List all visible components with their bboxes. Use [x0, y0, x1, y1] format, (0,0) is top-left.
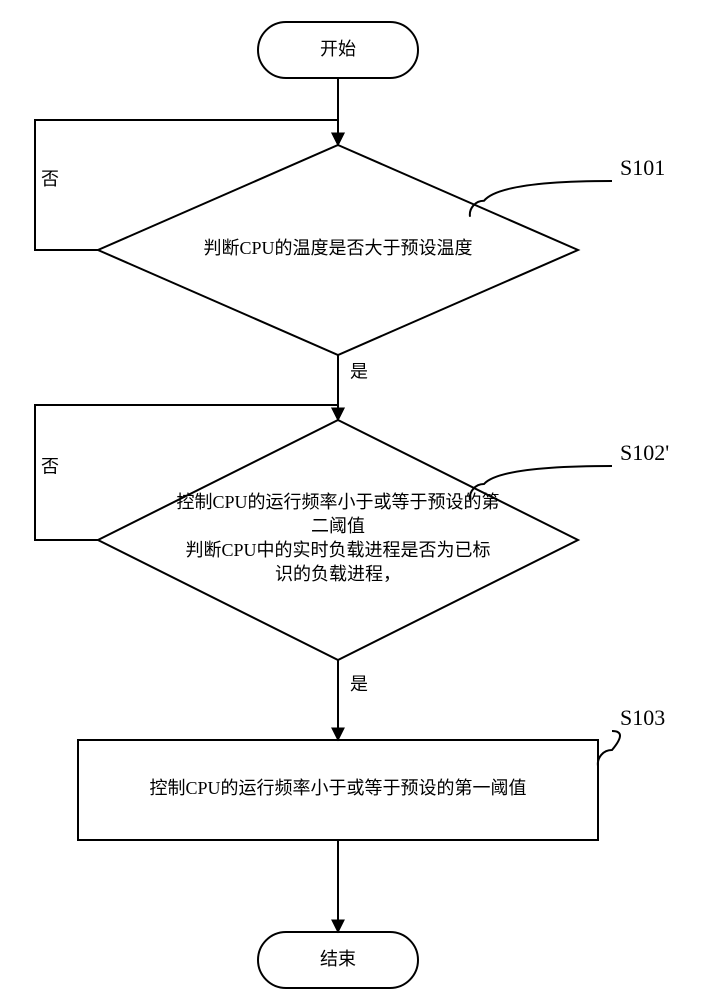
edge-label-d2_yes: 是	[350, 674, 368, 694]
d1-text-0: 判断CPU的温度是否大于预设温度	[203, 238, 472, 258]
edge-loop-d1	[35, 120, 338, 250]
p1-text-0: 控制CPU的运行频率小于或等于预设的第一阈值	[149, 778, 526, 798]
s102-label: S102'	[620, 440, 669, 465]
d2-text-2: 判断CPU中的实时负载进程是否为已标	[185, 540, 490, 560]
flowchart-canvas: 是是否否开始判断CPU的温度是否大于预设温度控制CPU的运行频率小于或等于预设的…	[0, 0, 723, 1000]
s103-hook	[598, 731, 620, 766]
end-text: 结束	[320, 949, 356, 969]
s103-label: S103	[620, 705, 665, 730]
edge-loop-d2	[35, 405, 338, 540]
edge-label-d2_no: 否	[41, 457, 59, 477]
edge-label-d1_no: 否	[41, 169, 59, 189]
edge-label-d1_yes: 是	[350, 362, 368, 382]
start-text: 开始	[320, 39, 356, 59]
d2-text-0: 控制CPU的运行频率小于或等于预设的第	[176, 492, 499, 512]
d2-text-3: 识的负载进程，	[275, 564, 401, 584]
s101-label: S101	[620, 155, 665, 180]
d2-text-1: 二阈值	[311, 516, 365, 536]
